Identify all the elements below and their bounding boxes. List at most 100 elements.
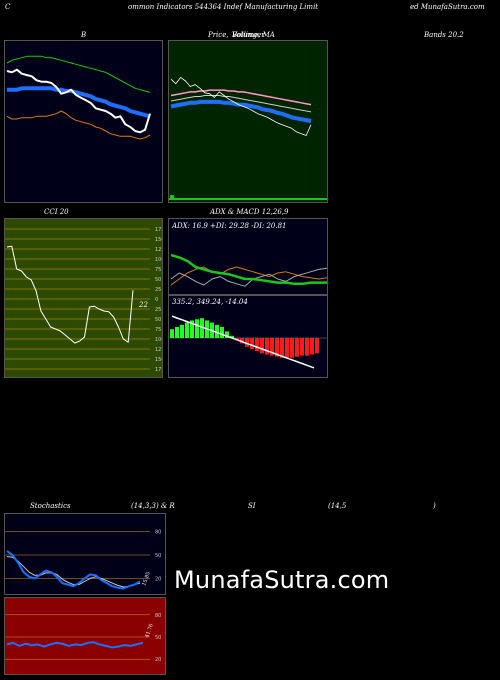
macd-histogram-bar xyxy=(280,338,284,358)
stoch-tick-label: 50 xyxy=(155,553,161,559)
cci-tick-label: 75 xyxy=(155,267,161,273)
rsi-tick-label: 50 xyxy=(155,635,161,641)
macd-panel: 335.2, 349.24, -14.04 xyxy=(168,295,328,378)
cci-tick-label: 100 xyxy=(155,257,163,263)
stoch-tick-label: 20 xyxy=(155,576,161,582)
macd-histogram-bar xyxy=(190,320,194,338)
watermark: MunafaSutra.com xyxy=(174,566,390,594)
cci-tick-label: 0 xyxy=(155,297,158,303)
rsi-last-label: 41.76 xyxy=(144,623,155,639)
stoch-d-line xyxy=(6,556,141,588)
macd-histogram-bar xyxy=(215,324,219,338)
ma-mid-line xyxy=(170,95,312,113)
cci-tick-label: 50 xyxy=(155,277,161,283)
bands-title: Bands 20.2 xyxy=(424,31,464,39)
price-line xyxy=(6,68,151,134)
rsi-title: SI xyxy=(248,502,256,510)
adx-values: ADX: 16.9 +DI: 29.28 -DI: 20.81 xyxy=(172,222,287,230)
adx-panel: ADX: 16.9 +DI: 29.28 -DI: 20.81 xyxy=(168,218,328,295)
macd-line xyxy=(171,315,315,369)
macd-histogram-bar xyxy=(270,338,274,356)
rsi-params: (14,5 xyxy=(328,502,347,510)
cci-tick-label: 25 xyxy=(155,307,161,313)
macd-histogram-bar xyxy=(220,327,224,338)
cci-tick-label: 150 xyxy=(155,357,163,363)
macd-histogram-bar xyxy=(250,338,254,349)
stoch-last-label: 15.85 xyxy=(141,571,152,587)
price-ma-panel xyxy=(168,40,328,203)
ma-long-line xyxy=(170,89,312,106)
macd-histogram-bar xyxy=(265,338,269,355)
rsi-panel: 80 50 20 41.76 xyxy=(4,597,166,675)
rsi-line xyxy=(6,641,144,649)
adx-chart xyxy=(170,253,327,287)
cci-tick-label: 125 xyxy=(155,347,163,353)
volume-bar xyxy=(170,195,174,200)
cci-chart: 175 150 125 100 75 50 25 0 25 50 75 100 125 150 175 22 xyxy=(5,227,163,373)
header-title: ommon Indicators 544364 Indef Manufactur… xyxy=(128,3,319,11)
price-ma-title-overlay: Bollinger xyxy=(232,31,265,39)
bollinger-title: B xyxy=(81,31,87,39)
macd-histogram-bar xyxy=(275,338,279,357)
cci-tick-label: 125 xyxy=(155,247,163,253)
stoch-params: (14,3,3) & R xyxy=(131,502,175,510)
ma-short-line xyxy=(170,99,312,123)
macd-histogram-bar xyxy=(245,338,249,347)
cci-tick-label: 75 xyxy=(155,327,161,333)
macd-histogram-bar xyxy=(200,318,204,338)
price-ma-title-a: Price, xyxy=(208,31,229,39)
macd-histogram-bar xyxy=(170,329,174,338)
minus-di-line xyxy=(170,266,327,286)
header-left: C xyxy=(5,3,11,11)
macd-histogram-bar xyxy=(175,327,179,338)
cci-tick-label: 150 xyxy=(155,237,163,243)
plus-di-line xyxy=(170,267,327,287)
macd-histogram-bar xyxy=(255,338,259,352)
macd-histogram-bar xyxy=(295,338,299,357)
cci-title: CCI 20 xyxy=(44,208,69,216)
stoch-k-line xyxy=(6,550,141,590)
stoch-title: Stochastics xyxy=(30,502,71,510)
price-ma-chart xyxy=(169,77,327,200)
cci-tick-label: 100 xyxy=(155,337,163,343)
macd-histogram-bar xyxy=(285,338,289,358)
adx-macd-title: ADX & MACD 12,26,9 xyxy=(210,208,289,216)
macd-histogram-bar xyxy=(195,319,199,338)
cci-tick-label: 50 xyxy=(155,317,161,323)
rsi-chart: 80 50 20 41.76 xyxy=(5,613,161,663)
rsi-tick-label: 20 xyxy=(155,657,161,663)
macd-histogram-bar xyxy=(310,338,314,355)
middle-band-line xyxy=(7,86,151,119)
macd-values: 335.2, 349.24, -14.04 xyxy=(172,298,248,306)
macd-histogram-bar xyxy=(300,338,304,356)
macd-histogram-bar xyxy=(290,338,294,358)
cci-panel: 175 150 125 100 75 50 25 0 25 50 75 100 125 150 175 22 xyxy=(4,218,163,378)
cci-last-label: 22 xyxy=(138,301,148,309)
price-line xyxy=(170,77,312,136)
bollinger-panel xyxy=(4,40,163,203)
macd-histogram-bar xyxy=(230,335,234,338)
macd-histogram-bar xyxy=(240,338,244,344)
upper-band-line xyxy=(6,55,151,93)
cci-tick-label: 25 xyxy=(155,287,161,293)
macd-histogram-bar xyxy=(185,322,189,338)
rsi-close: ) xyxy=(433,502,436,510)
header-site: ed MunafaSutra.com xyxy=(410,3,485,11)
stoch-tick-label: 80 xyxy=(155,530,161,536)
bollinger-chart xyxy=(6,55,151,140)
lower-band-line xyxy=(6,110,151,140)
rsi-tick-label: 80 xyxy=(155,613,161,619)
adx-line xyxy=(170,253,327,286)
macd-histogram-bar xyxy=(315,338,319,354)
macd-histogram-bar xyxy=(225,331,229,338)
macd-histogram-bar xyxy=(305,338,309,356)
cci-line xyxy=(6,245,134,344)
cci-tick-label: 175 xyxy=(155,227,163,233)
price-ma-title-b: Volume, MA xyxy=(232,31,275,39)
stoch-panel: 80 50 20 15.85 xyxy=(4,513,166,595)
cci-tick-label: 175 xyxy=(155,367,163,373)
macd-histogram-bar xyxy=(180,324,184,338)
macd-histogram-bar xyxy=(260,338,264,354)
macd-chart xyxy=(169,315,327,369)
